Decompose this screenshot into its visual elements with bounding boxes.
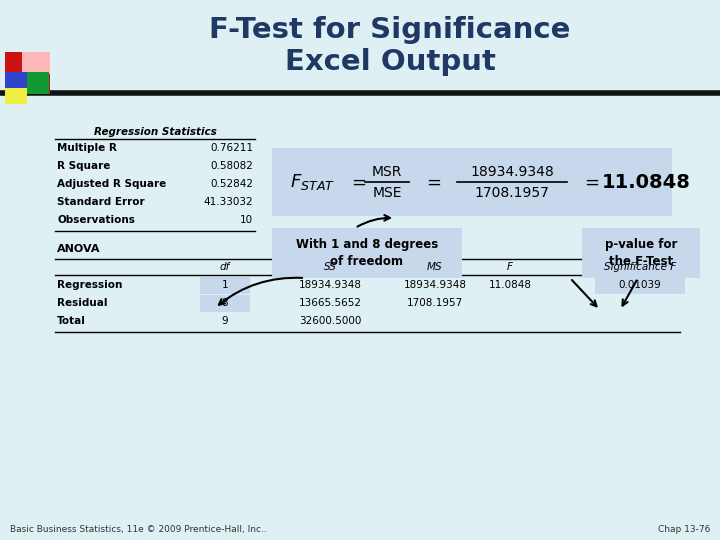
Bar xyxy=(595,277,685,294)
Text: F: F xyxy=(507,262,513,272)
Text: MSR: MSR xyxy=(372,165,402,179)
Text: 18934.9348: 18934.9348 xyxy=(403,280,467,290)
Bar xyxy=(200,277,250,294)
Text: MS: MS xyxy=(427,262,443,272)
Text: 18934.9348: 18934.9348 xyxy=(299,280,361,290)
Text: R Square: R Square xyxy=(57,161,110,171)
Text: Regression: Regression xyxy=(57,280,122,290)
Text: $=$: $=$ xyxy=(423,173,441,191)
Text: 0.01039: 0.01039 xyxy=(618,280,662,290)
Text: Chap 13-76: Chap 13-76 xyxy=(657,525,710,534)
Text: 8: 8 xyxy=(222,298,228,308)
Bar xyxy=(5,88,27,104)
Text: Multiple R: Multiple R xyxy=(57,143,117,153)
Text: Residual: Residual xyxy=(57,298,107,308)
Text: SS: SS xyxy=(323,262,336,272)
Text: Significance F: Significance F xyxy=(604,262,676,272)
Text: Basic Business Statistics, 11e © 2009 Prentice-Hall, Inc..: Basic Business Statistics, 11e © 2009 Pr… xyxy=(10,525,266,534)
Text: With 1 and 8 degrees
of freedom: With 1 and 8 degrees of freedom xyxy=(296,238,438,268)
Text: p-value for
the F-Test: p-value for the F-Test xyxy=(605,238,678,268)
Text: Observations: Observations xyxy=(57,215,135,225)
Text: 0.52842: 0.52842 xyxy=(210,179,253,189)
Text: Total: Total xyxy=(57,316,86,326)
Text: $F_{STAT}$: $F_{STAT}$ xyxy=(290,172,336,192)
Text: 13665.5652: 13665.5652 xyxy=(299,298,361,308)
Text: ANOVA: ANOVA xyxy=(57,244,101,254)
Text: MSE: MSE xyxy=(372,186,402,200)
FancyBboxPatch shape xyxy=(272,148,672,216)
Text: Adjusted R Square: Adjusted R Square xyxy=(57,179,166,189)
Text: 32600.5000: 32600.5000 xyxy=(299,316,361,326)
Text: 11.0848: 11.0848 xyxy=(488,280,531,290)
Bar xyxy=(27,72,49,94)
Text: Standard Error: Standard Error xyxy=(57,197,145,207)
FancyBboxPatch shape xyxy=(582,228,700,278)
Text: 1: 1 xyxy=(222,280,228,290)
Text: 9: 9 xyxy=(222,316,228,326)
FancyBboxPatch shape xyxy=(272,228,462,278)
Text: Regression Statistics: Regression Statistics xyxy=(94,127,217,137)
Text: 0.76211: 0.76211 xyxy=(210,143,253,153)
Bar xyxy=(5,72,27,94)
Text: 41.33032: 41.33032 xyxy=(203,197,253,207)
Text: 1708.1957: 1708.1957 xyxy=(474,186,549,200)
Text: Excel Output: Excel Output xyxy=(284,48,495,76)
Text: 18934.9348: 18934.9348 xyxy=(470,165,554,179)
Text: 0.58082: 0.58082 xyxy=(210,161,253,171)
Text: $=$: $=$ xyxy=(581,173,599,191)
Bar xyxy=(22,52,50,74)
Text: df: df xyxy=(220,262,230,272)
Text: 11.0848: 11.0848 xyxy=(602,172,690,192)
Bar xyxy=(200,295,250,312)
Text: 1708.1957: 1708.1957 xyxy=(407,298,463,308)
Bar xyxy=(5,52,50,94)
Text: F-Test for Significance: F-Test for Significance xyxy=(210,16,571,44)
Text: $=$: $=$ xyxy=(348,173,366,191)
Text: 10: 10 xyxy=(240,215,253,225)
